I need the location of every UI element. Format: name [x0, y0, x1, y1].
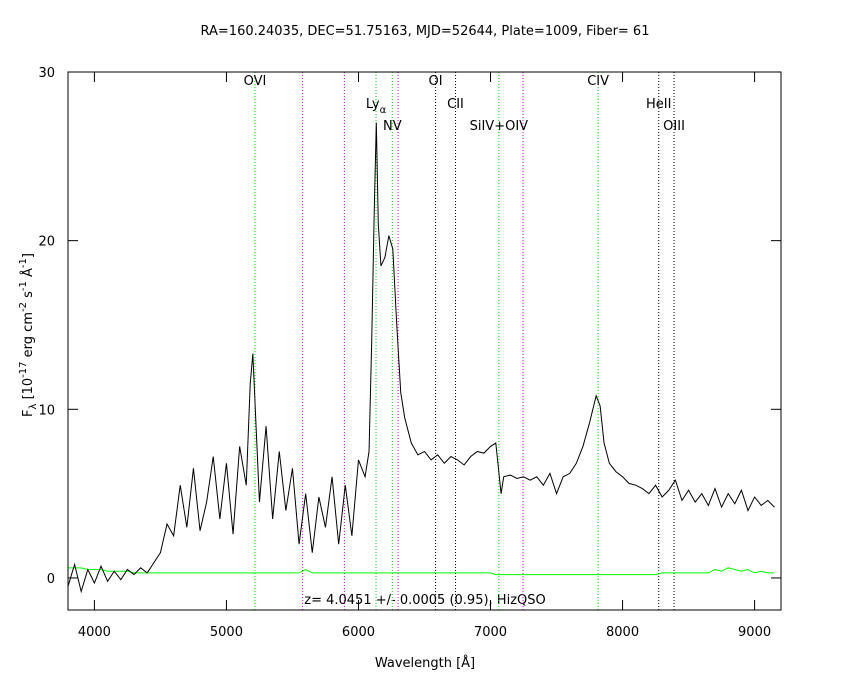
line-label: OI	[429, 74, 443, 89]
y-axis-label-part: ]	[21, 253, 36, 258]
y-axis-label-part: -1	[18, 281, 29, 291]
y-axis-label-part: [10	[21, 378, 36, 404]
y-axis-label-part: λ	[28, 403, 39, 409]
line-label-text: CIV	[587, 74, 609, 89]
line-label: NV	[383, 119, 402, 134]
line-label: CII	[447, 97, 464, 112]
line-label-sub: α	[380, 105, 387, 116]
x-tick-label: 4000	[78, 625, 111, 640]
y-axis-label-part: -17	[18, 361, 29, 377]
plot-frame	[67, 71, 782, 611]
line-label-text: NV	[383, 119, 402, 134]
annotation: z= 4.0451 +/- 0.0005 (0.95), HizQSO	[304, 593, 545, 608]
x-tick-label: 5000	[210, 625, 243, 640]
chart-title: RA=160.24035, DEC=51.75163, MJD=52644, P…	[201, 24, 650, 39]
line-label: OVI	[244, 74, 267, 89]
y-axis-label-part: s	[21, 291, 36, 302]
y-axis-label: Fλ [10-17 erg cm-2 s-1 Å-1]	[18, 253, 39, 417]
spectrum-line	[68, 567, 775, 576]
y-tick-label: 30	[38, 66, 55, 81]
y-axis-label-part: -1	[18, 258, 29, 268]
x-tick-label: 9000	[738, 625, 771, 640]
line-label-text: HeII	[646, 97, 671, 112]
y-axis-label-part: F	[21, 409, 36, 416]
x-tick-label: 6000	[342, 625, 375, 640]
line-label: OIII	[663, 119, 685, 134]
y-tick-label: 10	[38, 403, 55, 418]
x-tick-label: 7000	[474, 625, 507, 640]
y-tick-label: 0	[47, 572, 55, 587]
line-label: Lyα	[366, 97, 387, 116]
x-axis-label: Wavelength [Å]	[375, 655, 475, 671]
y-axis-label-part: erg cm	[21, 312, 36, 361]
spectrum-line	[67, 122, 775, 594]
line-label-text: OI	[429, 74, 443, 89]
line-label: CIV	[587, 74, 609, 89]
y-axis-label-part: -2	[18, 302, 29, 312]
line-label-text: OVI	[244, 74, 267, 89]
line-label: SiIV+OIV	[470, 119, 529, 134]
line-label-text: CII	[447, 97, 464, 112]
y-axis-label-part: Å	[20, 268, 36, 281]
line-label-text: Ly	[366, 97, 380, 112]
line-label-text: OIII	[663, 119, 685, 134]
x-tick-label: 8000	[606, 625, 639, 640]
line-label: HeII	[646, 97, 671, 112]
y-tick-label: 20	[38, 235, 55, 250]
line-label-text: SiIV+OIV	[470, 119, 529, 134]
